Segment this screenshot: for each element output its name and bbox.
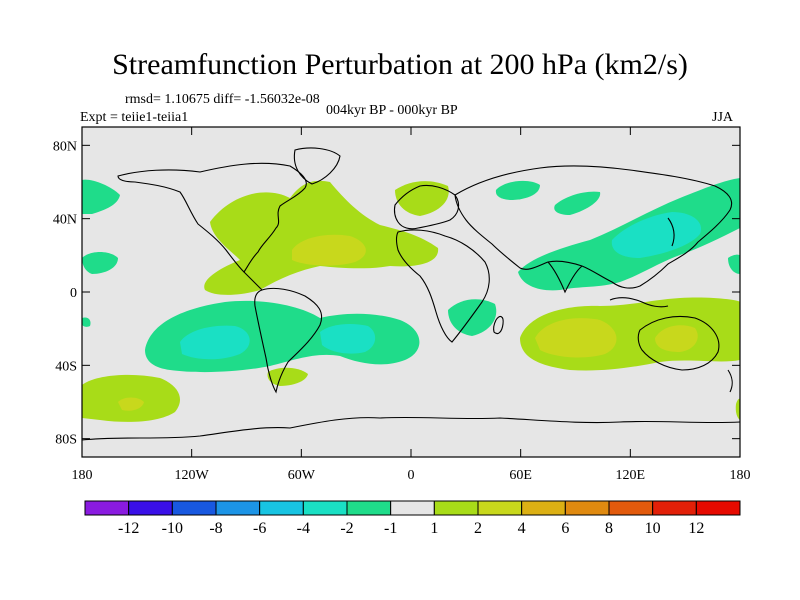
colorbar-label: 8 <box>605 520 613 537</box>
x-axis: 180 120W 60W 0 60E 120E 180 <box>72 127 751 483</box>
colorbar-box <box>346 500 392 516</box>
field-sw-africa <box>448 299 497 336</box>
field-north-pacific-2 <box>82 252 118 274</box>
period-label: 004kyr BP - 000kyr BP <box>326 103 458 118</box>
colorbar-box <box>171 500 217 516</box>
y-tick-label: 40S <box>55 359 77 374</box>
x-tick-label: 180 <box>72 468 93 483</box>
coast-india <box>547 261 583 294</box>
field-far-east-edge <box>728 254 740 274</box>
field-southern-pacific-core <box>118 397 144 411</box>
y-tick-label: 0 <box>70 286 77 301</box>
x-tick-label: 60E <box>509 468 532 483</box>
x-tick-label: 120W <box>175 468 210 483</box>
coast-europe <box>393 184 460 230</box>
field-arctic-atlantic <box>495 180 540 200</box>
colorbar-label: 1 <box>430 520 438 537</box>
x-tick-label: 120E <box>616 468 646 483</box>
field-central-asia <box>554 191 601 215</box>
coast-madagascar <box>493 315 504 335</box>
colorbar-label: 12 <box>688 520 704 537</box>
colorbar-box <box>608 500 654 516</box>
field-southern-edge <box>735 398 740 420</box>
stats-text: rmsd= 1.10675 diff= -1.56032e-08 <box>125 92 320 107</box>
colorbar-box <box>564 500 610 516</box>
field-indian-ocean-core <box>535 318 617 358</box>
coast-australia <box>637 315 720 371</box>
coast-greenland <box>293 147 341 185</box>
coast-africa <box>395 229 490 343</box>
colorbar-box <box>695 500 741 516</box>
colorbar-box <box>390 500 435 516</box>
colorbar-label: -10 <box>162 520 183 537</box>
y-axis: 80N 40N 0 40S 80S <box>53 139 740 448</box>
colorbar-box <box>84 500 130 516</box>
y-tick-label: 40N <box>53 213 77 228</box>
colorbar-label: 4 <box>518 520 526 537</box>
coast-central-america <box>243 271 263 291</box>
y-tick-label: 80S <box>55 433 77 448</box>
y-tick-label: 80N <box>53 139 77 154</box>
colorbar-label: 2 <box>474 520 482 537</box>
colorbar-label: -1 <box>384 520 397 537</box>
coast-north-america <box>117 162 307 273</box>
colorbar-box <box>652 500 697 516</box>
colorbar-box <box>521 500 566 516</box>
coast-asia <box>454 165 733 289</box>
colorbar-label: 6 <box>561 520 569 537</box>
colorbar-label: -6 <box>253 520 266 537</box>
colorbar-label: -4 <box>297 520 310 537</box>
coast-antarctica <box>82 416 740 441</box>
field-south-pacific-core <box>180 325 250 360</box>
chart-title: Streamfunction Perturbation at 200 hPa (… <box>112 48 688 81</box>
coast-new-zealand <box>727 369 733 393</box>
coastlines <box>82 147 740 441</box>
colorbar-box <box>215 500 261 516</box>
colorbar-box <box>259 500 304 516</box>
colorbar-label: -2 <box>340 520 353 537</box>
colorbar-label: -12 <box>118 520 139 537</box>
field-japan-core <box>611 212 702 258</box>
field-australia-core <box>655 325 698 352</box>
coast-south-america <box>254 287 323 394</box>
field-north-atlantic-2 <box>395 181 449 216</box>
x-tick-label: 0 <box>408 468 415 483</box>
map-background <box>82 127 740 457</box>
field-speck-1 <box>82 317 91 327</box>
x-tick-label: 180 <box>730 468 751 483</box>
colorbar-box <box>302 500 348 516</box>
colorbar-box <box>128 500 173 516</box>
field-south-atlantic-core <box>320 324 376 354</box>
season-label: JJA <box>712 110 734 125</box>
contour-fields <box>82 178 740 422</box>
coast-japan <box>667 217 675 247</box>
field-north-pacific-west <box>82 179 120 214</box>
experiment-label: Expt = teiie1-teiia1 <box>80 110 189 125</box>
colorbar: -12 -10 -8 -6 -4 -2 -1 1 2 4 6 8 10 12 <box>84 500 741 537</box>
field-patagonia <box>267 367 308 386</box>
colorbar-label: 10 <box>645 520 661 537</box>
colorbar-box <box>477 500 523 516</box>
colorbar-box <box>433 500 479 516</box>
colorbar-label: -8 <box>209 520 222 537</box>
field-atlantic-core <box>292 234 366 266</box>
coast-indonesia <box>609 297 669 308</box>
x-tick-label: 60W <box>288 468 316 483</box>
